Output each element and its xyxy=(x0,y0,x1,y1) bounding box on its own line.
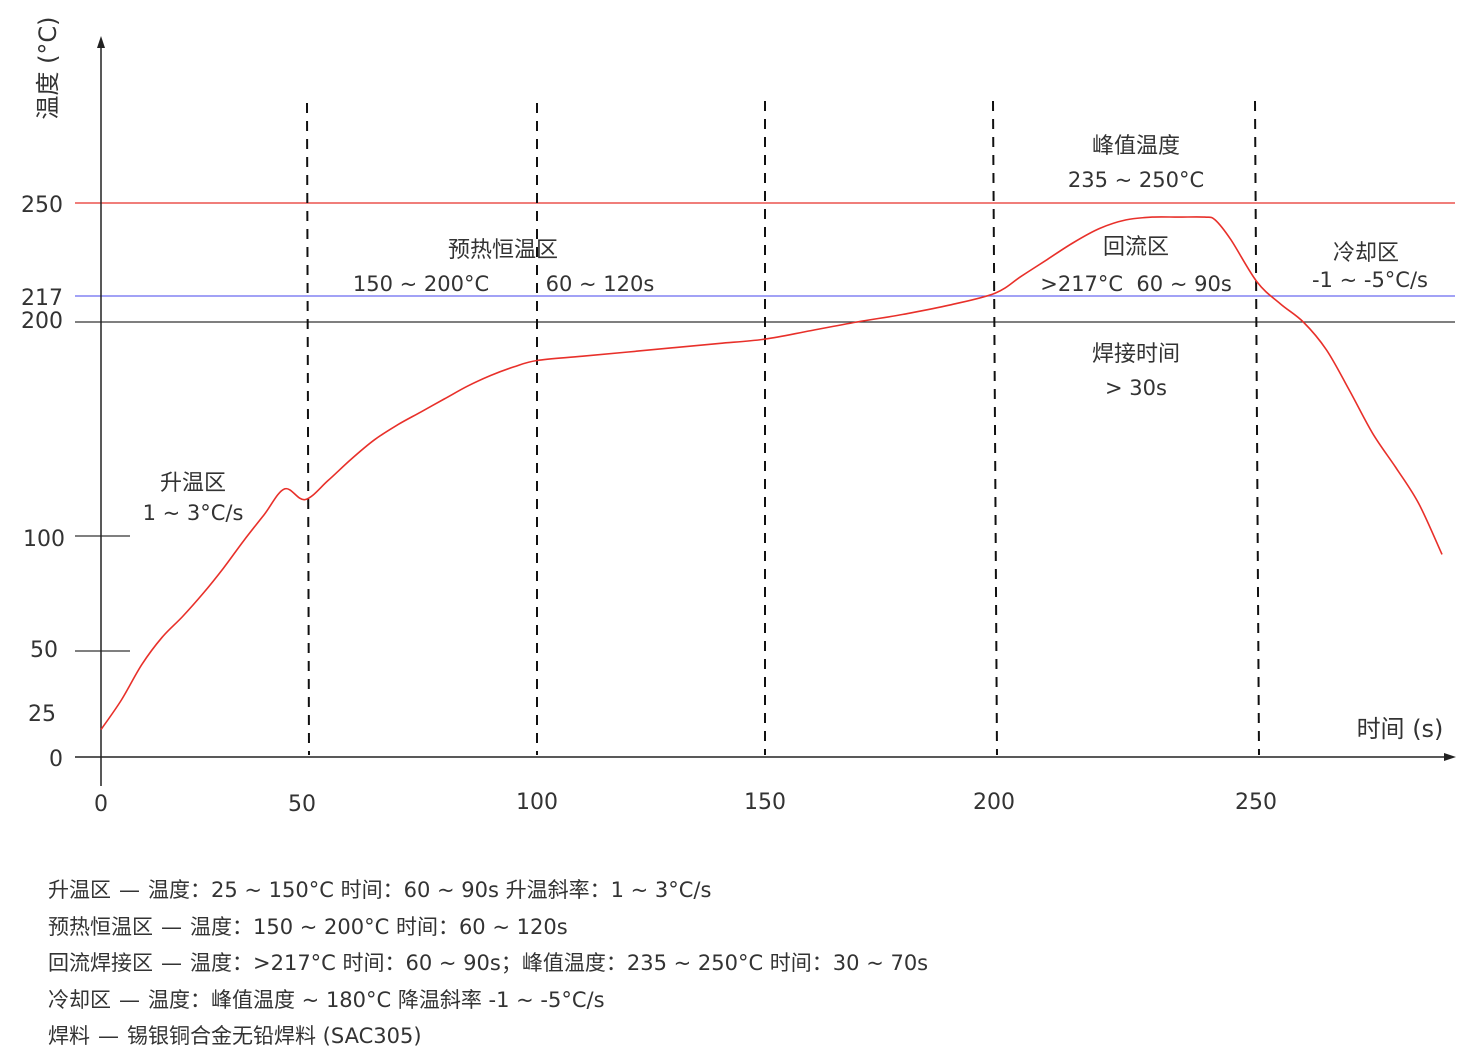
legend-item: 焊料 — 锡银铜合金无铅焊料 (SAC305) xyxy=(48,1018,928,1055)
legend-item-name: 冷却区 xyxy=(48,987,111,1012)
legend-item: 预热恒温区 — 温度：150 ~ 200°C 时间：60 ~ 120s xyxy=(48,909,928,946)
temperature-profile-curve xyxy=(100,216,1443,731)
annotation-soak-sub-left: 150 ~ 200°C xyxy=(353,272,489,296)
annotation-peak-sub: 235 ~ 250°C xyxy=(1068,168,1204,192)
x-tick-label-200: 200 xyxy=(973,790,1015,815)
legend-item: 回流焊接区 — 温度：>217°C 时间：60 ~ 90s；峰值温度：235 ~ 2… xyxy=(48,945,928,982)
y-tick-label-250: 250 xyxy=(21,193,63,218)
legend-dash: — xyxy=(98,1024,119,1048)
legend-item-desc: 温度：25 ~ 150°C 时间：60 ~ 90s 升温斜率：1 ~ 3°C/s xyxy=(148,878,712,902)
annotation-reflow-title: 回流区 xyxy=(1103,235,1169,260)
y-tick-label-50: 50 xyxy=(30,638,58,663)
legend-item-desc: 温度：150 ~ 200°C 时间：60 ~ 120s xyxy=(190,914,568,939)
annotation-peak-title: 峰值温度 xyxy=(1092,134,1180,159)
legend-item-name: 升温区 xyxy=(48,878,111,902)
annotation-solder-time-sub: > 30s xyxy=(1105,376,1167,400)
annotation-soak-sub-right: 60 ~ 120s xyxy=(546,272,655,296)
annotation-soak-title: 预热恒温区 xyxy=(448,238,558,263)
y-axis-label: 温度 (°C) xyxy=(34,16,62,119)
legend-dash: — xyxy=(161,951,182,975)
dashed-line-200 xyxy=(992,100,998,756)
dashed-line-50 xyxy=(306,102,310,756)
legend-item-desc: 温度：峰值温度 ~ 180°C 降温斜率 -1 ~ -5°C/s xyxy=(148,987,605,1012)
y-tick-label-200: 200 xyxy=(21,309,63,334)
legend-item: 冷却区 — 温度：峰值温度 ~ 180°C 降温斜率 -1 ~ -5°C/s xyxy=(48,982,928,1019)
annotation-ramp-sub: 1 ~ 3°C/s xyxy=(143,501,244,525)
y-tick-label-25: 25 xyxy=(28,702,56,727)
y-tick-label-217: 217 xyxy=(21,286,63,311)
legend-item-name: 焊料 xyxy=(48,1024,90,1048)
x-tick-label-250: 250 xyxy=(1235,790,1277,815)
legend-dash: — xyxy=(161,914,182,939)
x-tick-label-50: 50 xyxy=(288,792,316,817)
legend-dash: — xyxy=(119,987,140,1012)
legend-item-desc: 锡银铜合金无铅焊料 (SAC305) xyxy=(127,1024,422,1048)
legend-dash: — xyxy=(119,878,140,902)
annotation-cool-title: 冷却区 xyxy=(1333,241,1399,266)
legend-item-desc: 温度：>217°C 时间：60 ~ 90s；峰值温度：235 ~ 250°C 时… xyxy=(190,951,929,975)
legend-list: 升温区 — 温度：25 ~ 150°C 时间：60 ~ 90s 升温斜率：1 ~ 3… xyxy=(48,872,928,1055)
x-tick-label-0: 0 xyxy=(94,792,108,817)
x-tick-label-150: 150 xyxy=(744,790,786,815)
x-tick-label-100: 100 xyxy=(516,790,558,815)
reflow-profile-chart: 250 217 200 100 50 25 0 0 50 100 150 200… xyxy=(21,16,1456,817)
y-tick-label-100: 100 xyxy=(23,527,65,552)
y-tick-label-0: 0 xyxy=(49,747,63,772)
dashed-line-250 xyxy=(1254,100,1260,756)
annotation-ramp-title: 升温区 xyxy=(160,471,226,496)
x-axis-label: 时间 (s) xyxy=(1357,715,1444,743)
legend-item: 升温区 — 温度：25 ~ 150°C 时间：60 ~ 90s 升温斜率：1 ~ 3… xyxy=(48,872,928,909)
annotation-solder-time-title: 焊接时间 xyxy=(1092,342,1180,367)
legend-item-name: 回流焊接区 xyxy=(48,951,153,975)
annotation-reflow-sub: >217°C 60 ~ 90s xyxy=(1040,272,1232,296)
y-axis-arrow xyxy=(97,36,105,48)
legend-item-name: 预热恒温区 xyxy=(48,914,153,939)
x-axis-arrow xyxy=(1444,753,1456,761)
annotation-cool-sub: -1 ~ -5°C/s xyxy=(1312,268,1428,292)
